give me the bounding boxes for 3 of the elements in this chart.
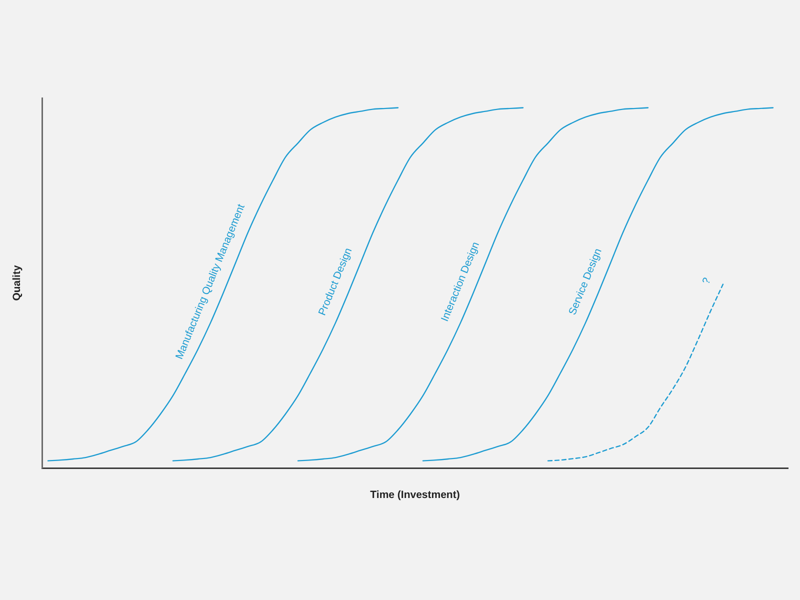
y-axis-title: Quality <box>10 265 23 301</box>
text: ? <box>700 276 714 286</box>
x-axis-title: Time (Investment) <box>370 488 460 501</box>
